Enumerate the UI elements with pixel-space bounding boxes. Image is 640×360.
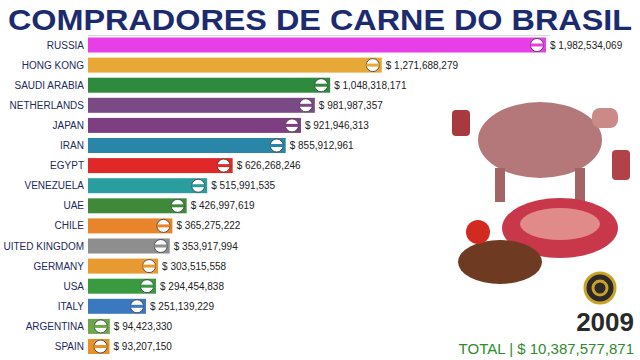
illustration-cut bbox=[612, 150, 630, 180]
bar bbox=[88, 138, 286, 153]
flag-icon bbox=[154, 240, 167, 253]
flag-icon bbox=[315, 79, 328, 92]
flag-icon bbox=[217, 159, 230, 172]
value-label: $ 515,991,535 bbox=[211, 180, 275, 191]
flag-stripe bbox=[143, 265, 156, 268]
bar bbox=[88, 78, 330, 93]
flag-stripe bbox=[192, 184, 205, 187]
logo bbox=[585, 273, 615, 303]
flag-icon bbox=[285, 119, 298, 132]
bar bbox=[88, 98, 315, 113]
category-label: NETHERLANDS bbox=[10, 100, 85, 111]
flag-stripe bbox=[285, 124, 298, 127]
category-label: ITALY bbox=[58, 301, 85, 312]
value-label: $ 294,454,838 bbox=[160, 281, 224, 292]
bar bbox=[88, 218, 172, 233]
category-label: USA bbox=[63, 281, 84, 292]
bar bbox=[88, 299, 146, 314]
value-label: $ 1,271,688,279 bbox=[386, 60, 459, 71]
illustration-fat bbox=[520, 208, 600, 240]
value-label: $ 93,207,150 bbox=[114, 341, 173, 352]
bar bbox=[88, 38, 546, 53]
illustration-tomato bbox=[466, 220, 490, 244]
flag-icon bbox=[530, 39, 543, 52]
flag-stripe bbox=[141, 285, 154, 288]
flag-icon bbox=[141, 280, 154, 293]
flag-stripe bbox=[315, 84, 328, 87]
category-label: UITED KINGDOM bbox=[3, 241, 84, 252]
flag-stripe bbox=[366, 64, 379, 67]
bar bbox=[88, 178, 207, 193]
category-label: ARGENTINA bbox=[26, 321, 85, 332]
illustration-leg bbox=[495, 168, 505, 202]
illustration-cow-head bbox=[592, 108, 618, 128]
category-label: HONG KONG bbox=[22, 60, 84, 71]
axis-line bbox=[88, 35, 550, 36]
bar bbox=[88, 319, 110, 334]
value-label: $ 426,997,619 bbox=[191, 200, 255, 211]
year-label: 2009 bbox=[576, 307, 634, 337]
category-label: CHILE bbox=[55, 220, 85, 231]
total-label: TOTAL | $ 10,387,577,871 bbox=[459, 340, 634, 357]
title: COMPRADORES DE CARNE DO BRASIL bbox=[8, 3, 632, 36]
flag-icon bbox=[192, 179, 205, 192]
category-label: EGYPT bbox=[50, 160, 84, 171]
logo-mark bbox=[593, 281, 607, 295]
flag-icon bbox=[366, 59, 379, 72]
category-label: UAE bbox=[63, 200, 84, 211]
chart-root: COMPRADORES DE CARNE DO BRASIL RUSSIA $ 1,… bbox=[0, 0, 640, 360]
bar bbox=[88, 158, 233, 173]
labels: RUSSIA $ 1,982,534,069 HONG KONG $ 1,271,68… bbox=[3, 40, 622, 353]
bar bbox=[88, 259, 158, 274]
value-label: $ 251,139,229 bbox=[150, 301, 214, 312]
bar bbox=[88, 339, 110, 354]
bar bbox=[88, 239, 170, 254]
flag-stripe bbox=[157, 224, 170, 227]
illustration-cooked bbox=[458, 240, 542, 284]
flag-stripe bbox=[171, 204, 184, 207]
value-label: $ 626,268,246 bbox=[237, 160, 301, 171]
value-label: $ 921,946,313 bbox=[305, 120, 369, 131]
flag-icon bbox=[171, 199, 184, 212]
category-label: SPAIN bbox=[55, 341, 84, 352]
value-label: $ 1,982,534,069 bbox=[550, 40, 623, 51]
flag-stripe bbox=[217, 164, 230, 167]
value-label: $ 303,515,558 bbox=[162, 261, 226, 272]
flag-icon bbox=[94, 340, 107, 353]
flag-icon bbox=[270, 139, 283, 152]
flag-icon bbox=[157, 219, 170, 232]
flag-icon bbox=[94, 320, 107, 333]
flag-icon bbox=[299, 99, 312, 112]
category-label: IRAN bbox=[60, 140, 84, 151]
flag-stripe bbox=[530, 44, 543, 47]
illustration-cow bbox=[478, 102, 602, 178]
flag-stripe bbox=[299, 104, 312, 107]
flag-stripe bbox=[154, 245, 167, 248]
category-label: JAPAN bbox=[53, 120, 85, 131]
value-label: $ 365,275,222 bbox=[176, 220, 240, 231]
category-label: VENEZUELA bbox=[25, 180, 85, 191]
flag-stripe bbox=[94, 325, 107, 328]
flag-stripe bbox=[94, 345, 107, 348]
flag-icon bbox=[131, 300, 144, 313]
value-label: $ 855,912,961 bbox=[290, 140, 354, 151]
illustration bbox=[452, 102, 630, 303]
category-label: GERMANY bbox=[33, 261, 84, 272]
flag-stripe bbox=[270, 144, 283, 147]
category-label: RUSSIA bbox=[47, 40, 85, 51]
value-label: $ 94,423,330 bbox=[114, 321, 173, 332]
value-label: $ 981,987,357 bbox=[319, 100, 383, 111]
bar bbox=[88, 118, 301, 133]
value-label: $ 353,917,994 bbox=[174, 241, 238, 252]
flag-stripe bbox=[131, 305, 144, 308]
illustration-cut bbox=[452, 110, 470, 136]
value-label: $ 1,048,318,171 bbox=[334, 80, 407, 91]
bar bbox=[88, 58, 382, 73]
flag-icon bbox=[143, 260, 156, 273]
bar bbox=[88, 279, 156, 294]
bars bbox=[88, 38, 546, 355]
bar bbox=[88, 198, 187, 213]
category-label: SAUDI ARABIA bbox=[15, 80, 85, 91]
illustration-leg bbox=[575, 168, 585, 202]
